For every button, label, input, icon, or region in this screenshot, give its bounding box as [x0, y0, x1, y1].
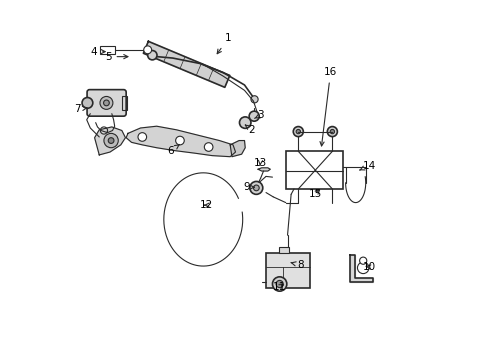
Bar [100, 46, 115, 54]
Polygon shape [349, 255, 372, 282]
Bar [265, 253, 309, 288]
Text: 13: 13 [253, 158, 266, 168]
Circle shape [253, 185, 259, 191]
Text: 12: 12 [200, 200, 213, 210]
Text: 3: 3 [254, 111, 264, 121]
Text: 2: 2 [245, 125, 254, 135]
Polygon shape [230, 140, 244, 157]
Circle shape [357, 262, 368, 274]
Polygon shape [143, 41, 229, 87]
Text: 8: 8 [290, 260, 303, 270]
Text: 6: 6 [167, 144, 179, 156]
Polygon shape [258, 168, 270, 171]
Circle shape [272, 277, 286, 291]
Circle shape [276, 280, 283, 288]
Circle shape [175, 136, 184, 145]
Circle shape [108, 138, 114, 143]
Circle shape [250, 96, 258, 103]
Circle shape [103, 100, 109, 106]
Circle shape [329, 130, 334, 134]
Text: 16: 16 [319, 67, 337, 146]
Text: 14: 14 [359, 161, 375, 171]
Circle shape [296, 130, 300, 134]
Polygon shape [126, 126, 235, 157]
FancyBboxPatch shape [87, 90, 126, 116]
Circle shape [249, 181, 262, 194]
Circle shape [326, 127, 337, 136]
Text: 4: 4 [90, 46, 105, 57]
Circle shape [359, 257, 366, 264]
Bar [278, 247, 288, 253]
Circle shape [147, 50, 157, 60]
Circle shape [143, 46, 151, 54]
Bar [285, 151, 343, 189]
Polygon shape [94, 127, 125, 155]
Text: 9: 9 [243, 182, 254, 192]
Text: 10: 10 [362, 262, 375, 272]
Circle shape [239, 117, 250, 129]
Circle shape [249, 111, 259, 121]
Circle shape [293, 127, 303, 136]
Text: 7: 7 [74, 104, 87, 114]
Bar [122, 96, 127, 110]
Text: 5: 5 [105, 51, 128, 62]
Text: 15: 15 [308, 189, 322, 199]
Circle shape [138, 133, 146, 141]
Circle shape [82, 98, 93, 108]
Text: 1: 1 [217, 33, 231, 54]
Text: 11: 11 [272, 282, 285, 292]
Circle shape [104, 134, 118, 148]
Circle shape [100, 96, 113, 109]
Circle shape [204, 143, 212, 151]
